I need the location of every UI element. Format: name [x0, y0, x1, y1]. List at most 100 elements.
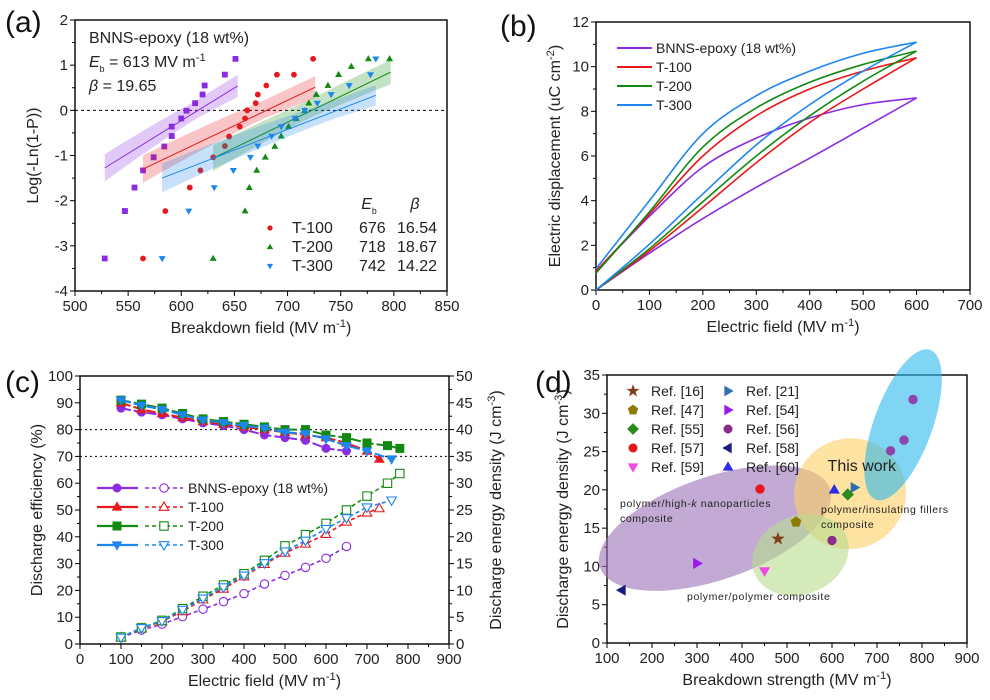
- data-point: [327, 92, 335, 99]
- annotation-polymer: polymer/polymer composite: [687, 591, 830, 603]
- data-point: [201, 82, 208, 89]
- energy-point: [135, 624, 148, 635]
- legend-marker: [722, 442, 732, 454]
- efficiency-point: [238, 421, 250, 432]
- energy-point: [385, 496, 398, 507]
- charge-curve: [595, 97, 917, 291]
- data-point: [241, 207, 249, 214]
- energy-point: [115, 633, 127, 644]
- energy-point: [176, 605, 189, 616]
- y-tick-label: 60: [56, 475, 73, 492]
- table-row-beta: 14.22: [397, 258, 437, 275]
- x-tick-label: 300: [744, 297, 769, 314]
- x-tick-label: 700: [275, 298, 300, 315]
- efficiency-point: [259, 424, 270, 434]
- x-tick-label: 200: [639, 650, 664, 667]
- y2-tick-label: 25: [456, 502, 473, 519]
- y2-tick-label: 20: [456, 529, 473, 546]
- data-point: [335, 70, 343, 78]
- data-point: [140, 255, 146, 262]
- legend-label: T-300: [656, 97, 692, 113]
- efficiency-point: [341, 442, 352, 452]
- y-tick-label: 35: [583, 367, 600, 384]
- panel-label: (d): [535, 366, 572, 399]
- efficiency-point: [218, 419, 229, 429]
- legend: BNNS-epoxy (18 wt%) T-100 T-200 T-300: [97, 480, 328, 553]
- y2-tick-label: 50: [456, 368, 473, 385]
- y2-tick-label: 0: [456, 636, 464, 653]
- y-tick-label: 5: [592, 597, 600, 614]
- data-point: [277, 124, 285, 131]
- legend-label: T-200: [188, 518, 224, 534]
- y-axis-label: Electric displacement (uC cm-2): [545, 45, 564, 267]
- data-point: [291, 116, 299, 123]
- energy-point: [238, 571, 250, 582]
- energy-point: [320, 524, 332, 535]
- y-tick-label: 100: [48, 368, 73, 385]
- y-tick-label: 20: [583, 482, 600, 499]
- legend-label: Ref. [47]: [651, 402, 704, 418]
- energy-line: [120, 499, 392, 639]
- x-tick-label: 200: [690, 297, 715, 314]
- legend-label: T-300: [188, 537, 224, 553]
- data-point: [263, 82, 270, 89]
- y-tick-label: 6: [581, 148, 589, 165]
- x-axis-label: Electric field (MV m-1): [188, 671, 341, 690]
- y-tick-label: 10: [572, 59, 589, 76]
- efficiency-point: [197, 416, 209, 426]
- annotation-this-work: This work: [828, 458, 897, 475]
- y-tick-label: 2: [60, 12, 68, 29]
- energy-point: [218, 596, 229, 607]
- legend-marker: [723, 424, 733, 434]
- table-marker: [266, 263, 274, 270]
- discharge-curve: [595, 97, 917, 272]
- legend-label: Ref. [56]: [746, 421, 799, 437]
- legend-open-marker: [158, 541, 170, 552]
- legend-label: Ref. [57]: [651, 440, 704, 456]
- fit-line: [161, 94, 376, 179]
- region-this-work: [864, 349, 942, 501]
- data-point: [908, 394, 918, 405]
- y-tick-label: 20: [56, 582, 73, 599]
- legend-open-marker: [159, 483, 169, 493]
- series-ref-60-: [828, 483, 840, 494]
- series-ref-47-: [790, 516, 802, 527]
- table-row-beta: 18.67: [397, 239, 437, 256]
- data-point: [150, 154, 157, 161]
- efficiency-point: [362, 438, 372, 448]
- table-row-eb: 676: [359, 220, 386, 237]
- x-tick-label: 100: [594, 650, 619, 667]
- series-t-100: [140, 55, 316, 262]
- data-point: [253, 166, 261, 173]
- loop-bnns-epoxy-18-wt-: [595, 97, 917, 291]
- series-bnns-epoxy-18-wt-: [101, 55, 239, 262]
- x-tick-label: 500: [851, 297, 876, 314]
- data-point: [232, 55, 239, 62]
- x-tick-label: 700: [354, 651, 379, 668]
- data-point: [277, 132, 285, 139]
- legend-marker: [724, 385, 734, 397]
- energy-line: [120, 472, 401, 638]
- y-tick-label: 2: [581, 237, 589, 254]
- legend-solid-marker: [111, 501, 123, 511]
- energy-point: [280, 570, 290, 581]
- energy-point: [361, 503, 373, 514]
- series-t-300: [158, 56, 380, 263]
- discharge-curve: [595, 50, 917, 274]
- y-tick-label: 8: [581, 103, 589, 120]
- discharge-curve: [595, 56, 917, 272]
- annotation-insulating: polymer/insulating fillers: [821, 504, 949, 516]
- data-point: [386, 55, 394, 62]
- series-ref-16-: [771, 531, 785, 545]
- data-point: [244, 107, 251, 114]
- x-tick-label: 600: [169, 298, 194, 315]
- region-polymer-polymer-composite: [752, 514, 849, 596]
- series-t-300: [115, 396, 398, 644]
- data-point: [158, 256, 166, 263]
- x-tick-label: 500: [62, 298, 87, 315]
- energy-point: [395, 468, 405, 479]
- data-point: [122, 208, 128, 214]
- y2-tick-label: 35: [456, 448, 473, 465]
- panel-label: (b): [500, 10, 537, 43]
- energy-point: [382, 478, 393, 488]
